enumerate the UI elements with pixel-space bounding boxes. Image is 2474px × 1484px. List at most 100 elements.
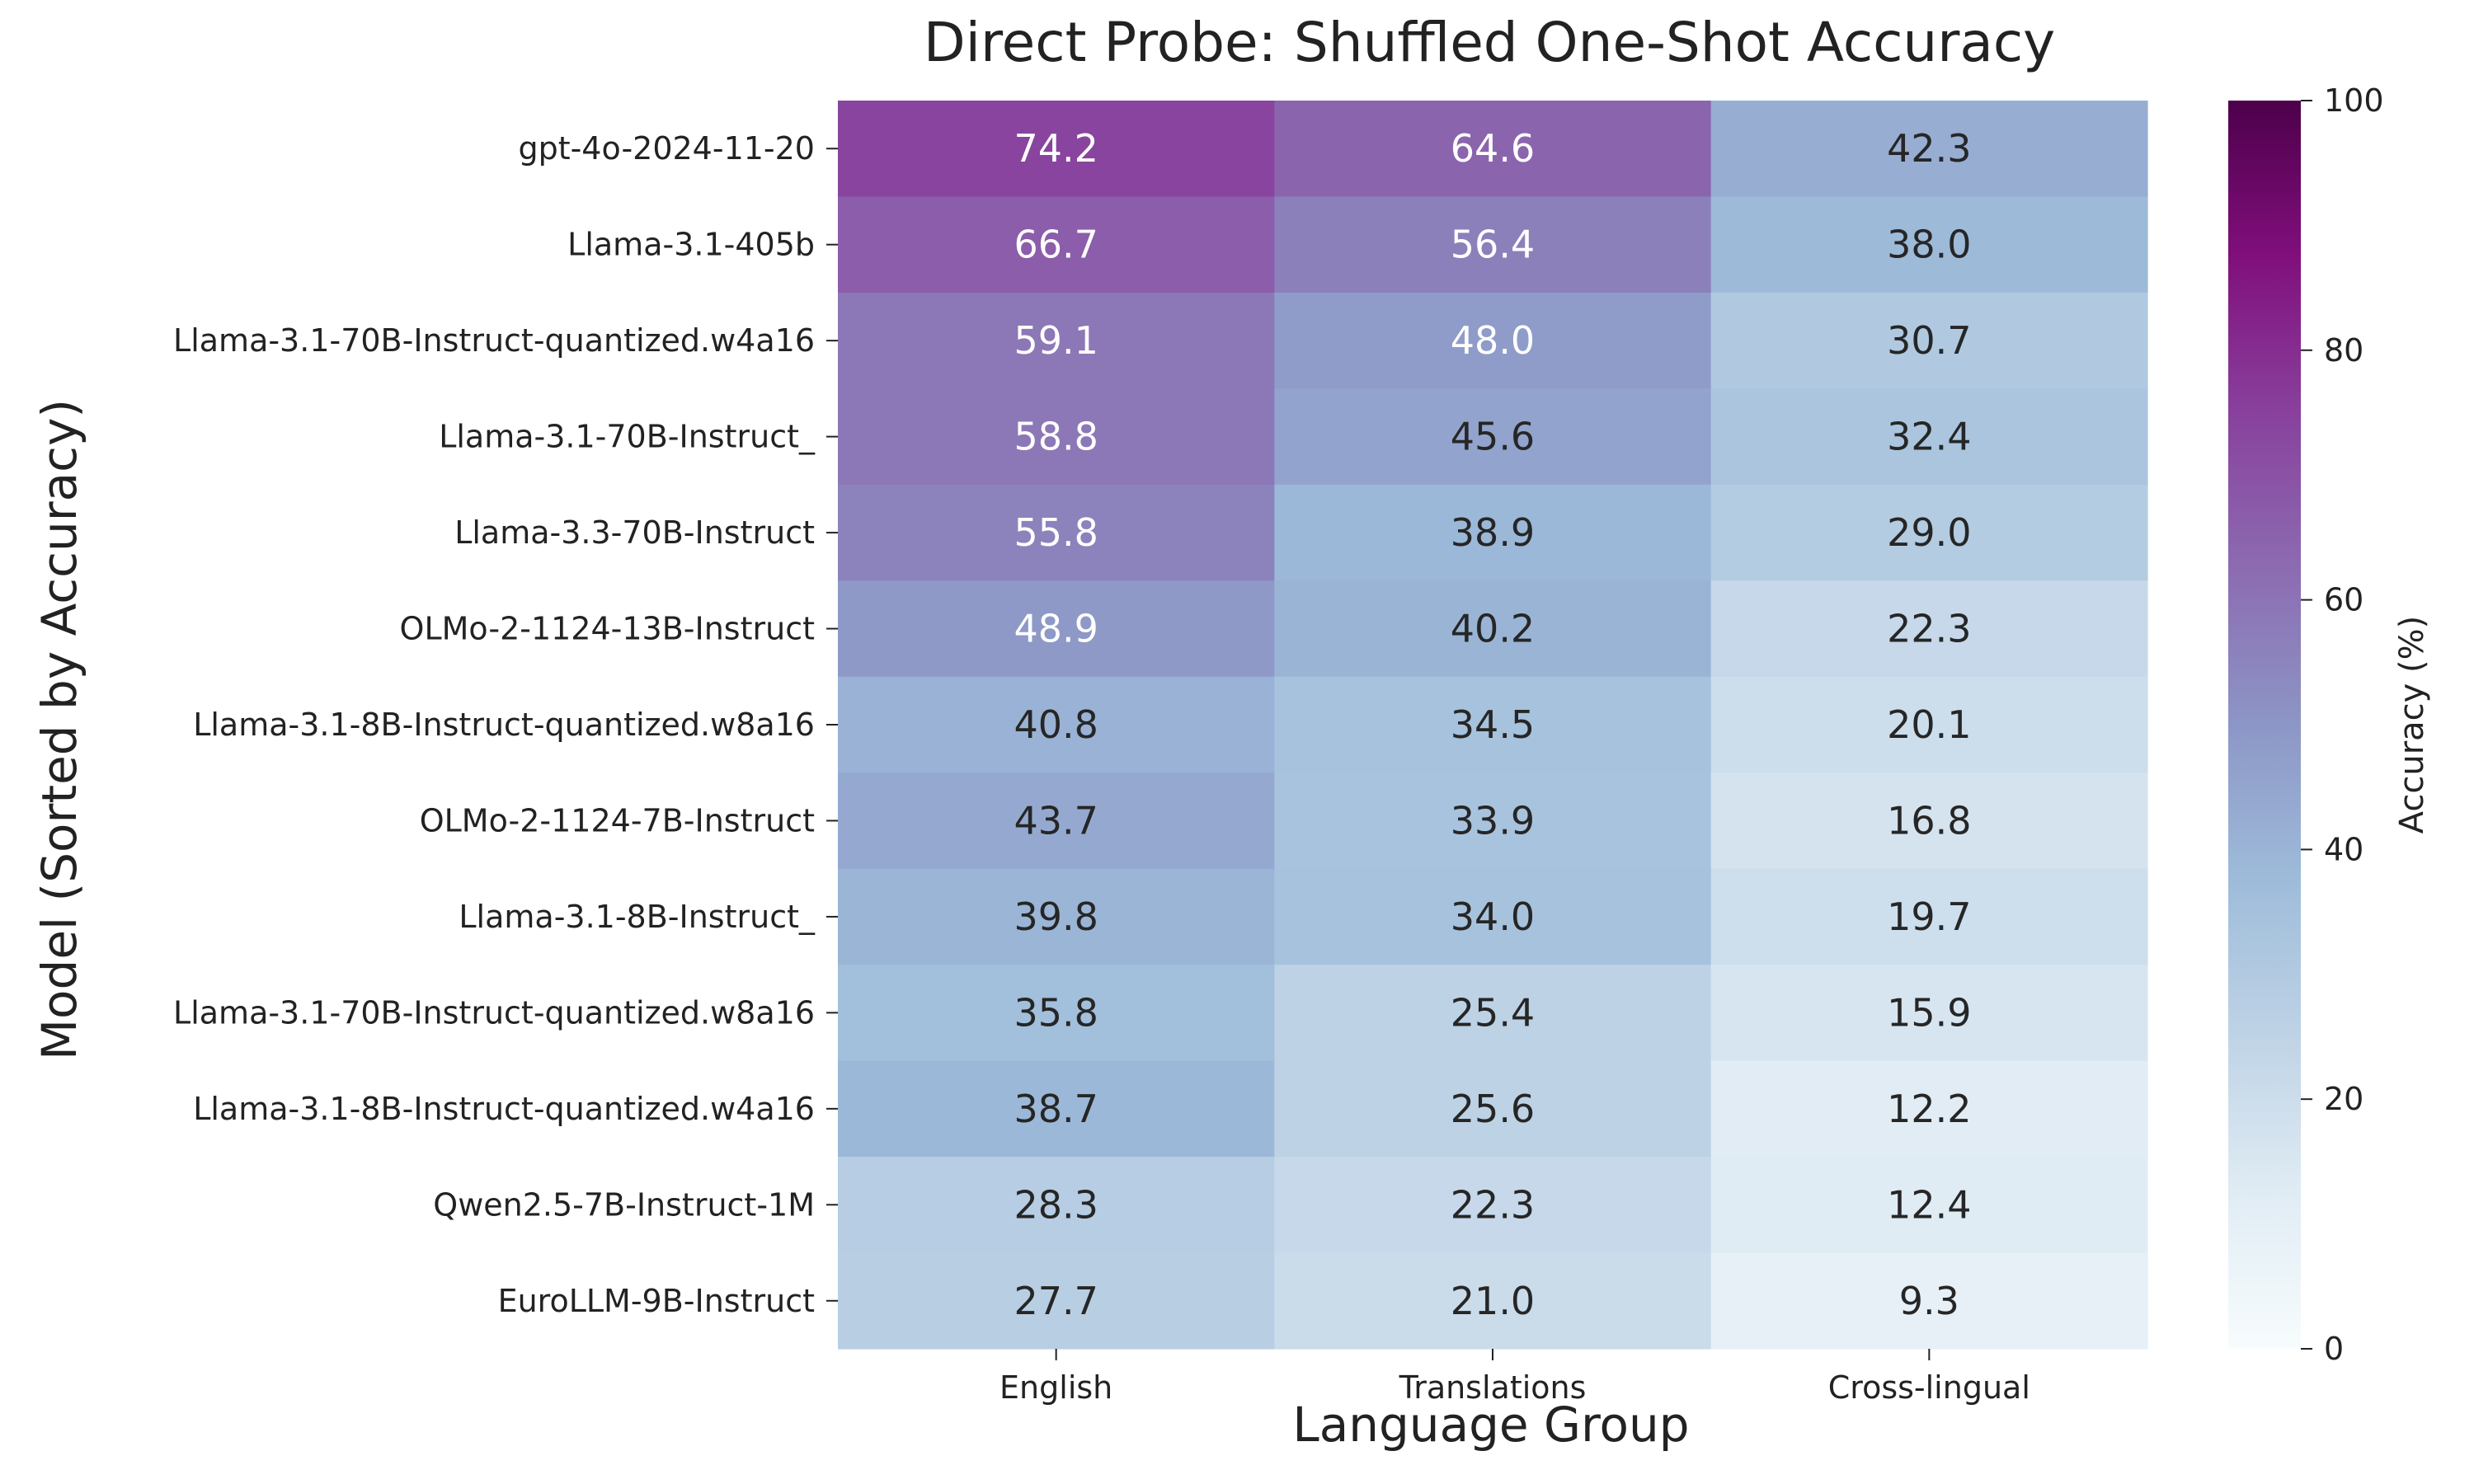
cell-value-label: 25.4 <box>1451 990 1535 1035</box>
heatmap-cell <box>838 196 1275 294</box>
colorbar-gradient <box>2228 101 2301 1349</box>
cell-value-label: 27.7 <box>1014 1279 1098 1323</box>
y-tick-label: Qwen2.5-7B-Instruct-1M <box>433 1186 815 1223</box>
cell-value-label: 38.7 <box>1014 1087 1098 1131</box>
colorbar-tick-label: 0 <box>2324 1331 2344 1367</box>
heatmap-cell <box>1274 580 1712 678</box>
heatmap-cell <box>1274 1060 1712 1158</box>
cell-value-label: 16.8 <box>1887 798 1971 843</box>
heatmap-cell <box>838 388 1275 486</box>
y-tick-label: Llama-3.1-8B-Instruct-quantized.w4a16 <box>193 1091 815 1127</box>
colorbar-tick-label: 100 <box>2324 82 2384 119</box>
cell-value-label: 35.8 <box>1014 990 1098 1035</box>
cell-value-label: 28.3 <box>1014 1182 1098 1227</box>
cell-value-label: 39.8 <box>1014 895 1098 939</box>
cell-value-label: 33.9 <box>1451 798 1535 843</box>
y-tick-label: Llama-3.1-405b <box>567 227 815 263</box>
heatmap-cell <box>1274 388 1712 486</box>
colorbar-tick-label: 20 <box>2324 1081 2363 1117</box>
heatmap-cell <box>1274 292 1712 389</box>
cell-value-label: 32.4 <box>1887 415 1971 459</box>
colorbar: 0 20 40 60 80 100 Accuracy (%) <box>2228 82 2431 1367</box>
y-tick-label: Llama-3.1-8B-Instruct_ <box>459 899 816 935</box>
heatmap-cell <box>1274 965 1712 1062</box>
y-tick-label: Llama-3.1-8B-Instruct-quantized.w8a16 <box>193 707 815 743</box>
y-tick-label: Llama-3.1-70B-Instruct_ <box>439 419 816 455</box>
heatmap-cell <box>1710 292 2148 389</box>
y-axis: gpt-4o-2024-11-20 Llama-3.1-405b Llama-3.1… <box>173 130 838 1319</box>
colorbar-label: Accuracy (%) <box>2393 616 2431 834</box>
heatmap-cell <box>838 101 1275 198</box>
heatmap-cell <box>838 1157 1275 1254</box>
heatmap-cell <box>1710 580 2148 678</box>
cell-value-label: 12.4 <box>1887 1182 1971 1227</box>
y-tick-label: Llama-3.1-70B-Instruct-quantized.w8a16 <box>173 994 815 1031</box>
y-tick-label: Llama-3.1-70B-Instruct-quantized.w4a16 <box>173 322 815 359</box>
heatmap-cell <box>1710 1157 2148 1254</box>
cell-value-labels: 74.2 64.6 42.3 66.7 56.4 38.0 59.1 48.0 30.7 58.8… <box>1014 126 1971 1323</box>
heatmap-cell <box>1710 1060 2148 1158</box>
cell-value-label: 58.8 <box>1014 415 1098 459</box>
y-tick-label: Llama-3.3-70B-Instruct <box>454 514 815 551</box>
heatmap-cell <box>1710 388 2148 486</box>
x-tick-label: English <box>999 1369 1112 1406</box>
cell-value-label: 45.6 <box>1451 415 1535 459</box>
cell-value-label: 12.2 <box>1887 1087 1971 1131</box>
cell-value-label: 29.0 <box>1887 510 1971 555</box>
cell-value-label: 30.7 <box>1887 318 1971 363</box>
cell-value-label: 34.5 <box>1451 702 1535 747</box>
cell-value-label: 34.0 <box>1451 895 1535 939</box>
cell-value-label: 40.8 <box>1014 702 1098 747</box>
heatmap-cell <box>1710 101 2148 198</box>
cell-value-label: 20.1 <box>1887 702 1971 747</box>
heatmap-cell <box>838 1060 1275 1158</box>
cell-value-label: 15.9 <box>1887 990 1971 1035</box>
cell-value-label: 48.9 <box>1014 607 1098 651</box>
y-tick-label: OLMo-2-1124-7B-Instruct <box>420 802 815 838</box>
chart-title: Direct Probe: Shuffled One-Shot Accuracy <box>924 11 2055 74</box>
cell-value-label: 64.6 <box>1451 126 1535 171</box>
heatmap-cell <box>1710 868 2148 965</box>
cell-value-label: 74.2 <box>1014 126 1098 171</box>
heatmap-cell <box>1274 101 1712 198</box>
heatmap-cell <box>838 1252 1275 1350</box>
colorbar-tick-label: 40 <box>2324 831 2363 867</box>
colorbar-tick-label: 60 <box>2324 582 2363 618</box>
y-tick-label: EuroLLM-9B-Instruct <box>498 1283 815 1319</box>
x-tick-label: Cross-lingual <box>1828 1369 2030 1406</box>
cell-value-label: 9.3 <box>1899 1279 1959 1323</box>
heatmap-cell <box>1710 965 2148 1062</box>
heatmap-cell <box>838 868 1275 965</box>
cell-value-label: 55.8 <box>1014 510 1098 555</box>
cell-value-label: 66.7 <box>1014 223 1098 267</box>
heatmap-cell <box>838 773 1275 870</box>
cell-value-label: 25.6 <box>1451 1087 1535 1131</box>
heatmap-cells <box>838 101 2148 1350</box>
x-tick-label: Translations <box>1399 1369 1587 1406</box>
cell-value-label: 40.2 <box>1451 607 1535 651</box>
heatmap-cell <box>1274 484 1712 581</box>
cell-value-label: 48.0 <box>1451 318 1535 363</box>
cell-value-label: 42.3 <box>1887 126 1971 171</box>
x-axis-label: Language Group <box>1292 1397 1689 1453</box>
heatmap-cell <box>1710 676 2148 773</box>
heatmap-cell <box>838 292 1275 389</box>
heatmap-cell <box>1710 773 2148 870</box>
cell-value-label: 43.7 <box>1014 798 1098 843</box>
cell-value-label: 38.9 <box>1451 510 1535 555</box>
cell-value-label: 19.7 <box>1887 895 1971 939</box>
cell-value-label: 38.0 <box>1887 223 1971 267</box>
colorbar-ticks: 0 20 40 60 80 100 <box>2301 82 2384 1367</box>
heatmap-cell <box>1274 676 1712 773</box>
cell-value-label: 22.3 <box>1451 1182 1535 1227</box>
cell-value-label: 22.3 <box>1887 607 1971 651</box>
heatmap-cell <box>1710 196 2148 294</box>
heatmap-cell <box>1274 868 1712 965</box>
y-tick-label: gpt-4o-2024-11-20 <box>518 130 815 167</box>
colorbar-tick-label: 80 <box>2324 332 2363 369</box>
cell-value-label: 59.1 <box>1014 318 1098 363</box>
heatmap-cell <box>1710 1252 2148 1350</box>
y-tick-label: OLMo-2-1124-13B-Instruct <box>400 611 815 647</box>
heatmap-cell <box>1274 1252 1712 1350</box>
